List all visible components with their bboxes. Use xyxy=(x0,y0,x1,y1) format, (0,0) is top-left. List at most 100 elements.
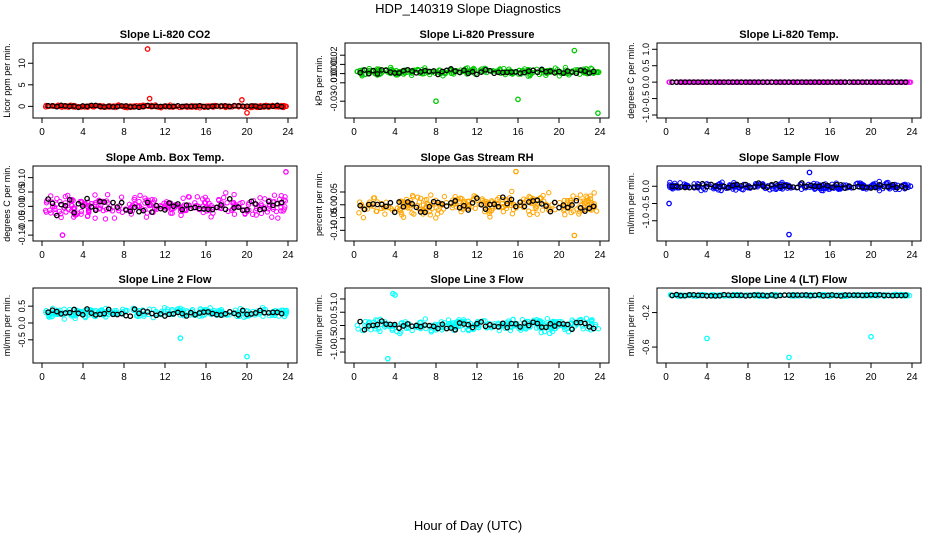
outlier-point xyxy=(806,169,813,176)
reference-point xyxy=(435,71,441,78)
data-point xyxy=(470,325,477,332)
x-tick-label: 0 xyxy=(351,372,357,383)
outlier-point xyxy=(595,110,601,117)
panel-title: Slope Li-820 Pressure xyxy=(420,29,535,41)
y-tick-label: 0 xyxy=(17,104,27,109)
data-point xyxy=(151,103,157,109)
reference-point xyxy=(222,310,229,317)
data-point xyxy=(202,194,209,201)
reference-point xyxy=(114,204,121,210)
reference-point xyxy=(469,200,476,206)
outlier-point xyxy=(786,231,792,238)
y-tick-label: -0.03 xyxy=(329,91,339,112)
reference-point xyxy=(534,320,541,327)
data-point xyxy=(92,201,98,208)
reference-point xyxy=(699,180,706,187)
x-axis-title: Hour of Day (UTC) xyxy=(413,518,523,533)
reference-point xyxy=(426,203,433,210)
reference-point xyxy=(105,306,112,313)
data-point xyxy=(256,204,263,210)
reference-point xyxy=(140,207,147,214)
reference-point xyxy=(183,202,190,208)
reference-point xyxy=(396,199,402,205)
data-point xyxy=(373,317,379,323)
x-tick-label: 4 xyxy=(392,250,398,261)
outlier-point xyxy=(571,47,578,54)
data-point xyxy=(547,330,553,337)
reference-point xyxy=(564,204,571,211)
data-point xyxy=(691,181,697,187)
data-point xyxy=(440,206,447,212)
reference-point xyxy=(127,313,134,320)
data-point xyxy=(544,315,551,322)
x-tick-label: 20 xyxy=(553,250,565,261)
reference-point xyxy=(136,310,142,317)
reference-point xyxy=(448,66,454,72)
x-tick-label: 24 xyxy=(594,372,606,383)
data-point xyxy=(497,66,503,72)
data-point xyxy=(134,203,141,209)
reference-point xyxy=(439,321,446,328)
data-point xyxy=(177,305,183,311)
x-tick-label: 16 xyxy=(200,250,212,261)
data-point xyxy=(434,211,441,217)
data-point xyxy=(456,317,462,323)
reference-point xyxy=(521,203,528,210)
data-point xyxy=(487,214,493,220)
x-tick-label: 0 xyxy=(351,250,357,261)
reference-point xyxy=(478,319,485,325)
reference-point xyxy=(430,323,437,330)
data-point xyxy=(593,69,600,75)
data-point xyxy=(167,210,174,216)
outlier-point xyxy=(283,169,289,175)
y-axis-label: ml/min per min. xyxy=(626,173,636,235)
data-point xyxy=(482,198,488,204)
data-point xyxy=(105,200,111,206)
data-point xyxy=(132,194,138,201)
y-tick-label: -0.01 xyxy=(329,73,339,94)
reference-point xyxy=(543,324,549,331)
data-point xyxy=(849,79,855,85)
reference-point xyxy=(751,184,758,190)
reference-point xyxy=(361,326,368,333)
data-point xyxy=(445,317,452,323)
y-tick-label: 0.02 xyxy=(329,46,339,64)
reference-point xyxy=(84,195,90,202)
reference-point xyxy=(244,206,250,213)
data-point xyxy=(588,318,595,325)
x-tick-label: 8 xyxy=(121,372,127,383)
x-tick-label: 8 xyxy=(745,250,751,261)
reference-point xyxy=(902,79,909,85)
plot-box xyxy=(656,287,922,364)
x-tick-label: 0 xyxy=(351,127,357,138)
data-point xyxy=(469,66,476,73)
reference-point xyxy=(378,201,385,208)
data-point xyxy=(389,325,396,332)
reference-point xyxy=(409,200,415,207)
data-point xyxy=(540,192,546,199)
y-tick-label: 1.0 xyxy=(641,43,651,56)
reference-point xyxy=(764,184,771,191)
y-tick-label: 0.05 xyxy=(329,183,339,201)
data-point xyxy=(538,329,544,336)
outlier-point xyxy=(59,232,66,238)
x-tick-label: 4 xyxy=(704,372,710,383)
reference-point xyxy=(586,205,593,212)
y-tick-label: 1.0 xyxy=(329,293,339,306)
y-tick-label: 0.05 xyxy=(17,183,27,201)
reference-point xyxy=(794,184,801,191)
data-point xyxy=(788,292,794,298)
x-tick-label: 16 xyxy=(512,372,524,383)
data-point xyxy=(142,195,148,201)
data-point xyxy=(595,326,602,332)
data-point xyxy=(414,194,421,200)
reference-point xyxy=(422,209,428,216)
reference-point xyxy=(413,204,420,211)
data-point xyxy=(158,308,165,314)
outlier-point xyxy=(244,109,250,116)
y-tick-label: 10 xyxy=(17,58,27,68)
data-point xyxy=(360,214,367,221)
reference-point xyxy=(370,67,376,74)
x-tick-label: 24 xyxy=(906,127,918,138)
data-point xyxy=(216,196,222,203)
